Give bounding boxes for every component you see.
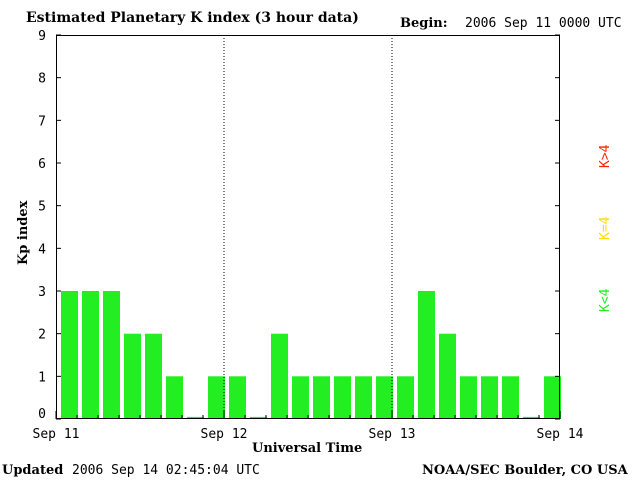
kp-bar [292, 376, 309, 419]
y-tick-label: 0 [38, 407, 46, 422]
kp-bar [376, 376, 393, 419]
kp-bar [523, 416, 540, 419]
x-day-label: Sep 11 [33, 427, 80, 442]
kp-bar [187, 416, 204, 419]
kp-bar [103, 291, 120, 419]
y-tick-label: 5 [38, 200, 46, 215]
chart-title: Estimated Planetary K index (3 hour data… [26, 10, 359, 26]
begin-value: 2006 Sep 11 0000 UTC [465, 16, 622, 31]
kp-bar [334, 376, 351, 419]
kp-bar [82, 291, 99, 419]
kp-bar [544, 376, 561, 419]
kp-bar [418, 291, 435, 419]
kp-bar [208, 376, 225, 419]
y-tick-label: 2 [38, 328, 46, 343]
x-axis-label: Universal Time [252, 441, 362, 456]
source-credit: NOAA/SEC Boulder, CO USA [422, 463, 629, 478]
y-tick-label: 9 [38, 29, 46, 44]
bars-group [61, 291, 561, 419]
kp-bar [271, 333, 288, 419]
kp-bar [145, 333, 162, 419]
kp-bar [460, 376, 477, 419]
y-tick-label: 1 [38, 370, 46, 385]
legend-k-less-4: K<4 [598, 288, 613, 312]
updated-label: Updated [2, 463, 63, 478]
begin-label: Begin: [400, 16, 448, 31]
legend-k-equal-4: K=4 [598, 216, 613, 240]
x-day-label: Sep 12 [201, 427, 248, 442]
x-day-label: Sep 14 [537, 427, 584, 442]
updated-value: 2006 Sep 14 02:45:04 UTC [72, 463, 260, 478]
kp-bar [355, 376, 372, 419]
y-tick-label: 8 [38, 72, 46, 87]
legend-k-greater-4: K>4 [598, 144, 613, 168]
kp-bar [124, 333, 141, 419]
y-tick-label: 3 [38, 285, 46, 300]
y-tick-label: 4 [38, 242, 46, 257]
y-tick-label: 7 [38, 114, 46, 129]
kp-bar [229, 376, 246, 419]
y-ticks: 0 1 2 3 4 5 6 7 8 9 [38, 29, 560, 422]
kp-bar [502, 376, 519, 419]
day-separators [223, 35, 393, 419]
y-axis-label: Kp index [16, 200, 31, 265]
kp-bar [439, 333, 456, 419]
kp-bar [250, 416, 267, 419]
x-day-label: Sep 13 [369, 427, 416, 442]
y-tick-label: 6 [38, 157, 46, 172]
kp-bar [166, 376, 183, 419]
kp-bar [481, 376, 498, 419]
kp-bar [313, 376, 330, 419]
kp-bar [397, 376, 414, 419]
x-ticks: Sep 11 Sep 12 Sep 13 Sep 14 [33, 411, 584, 442]
kp-bar [61, 291, 78, 419]
